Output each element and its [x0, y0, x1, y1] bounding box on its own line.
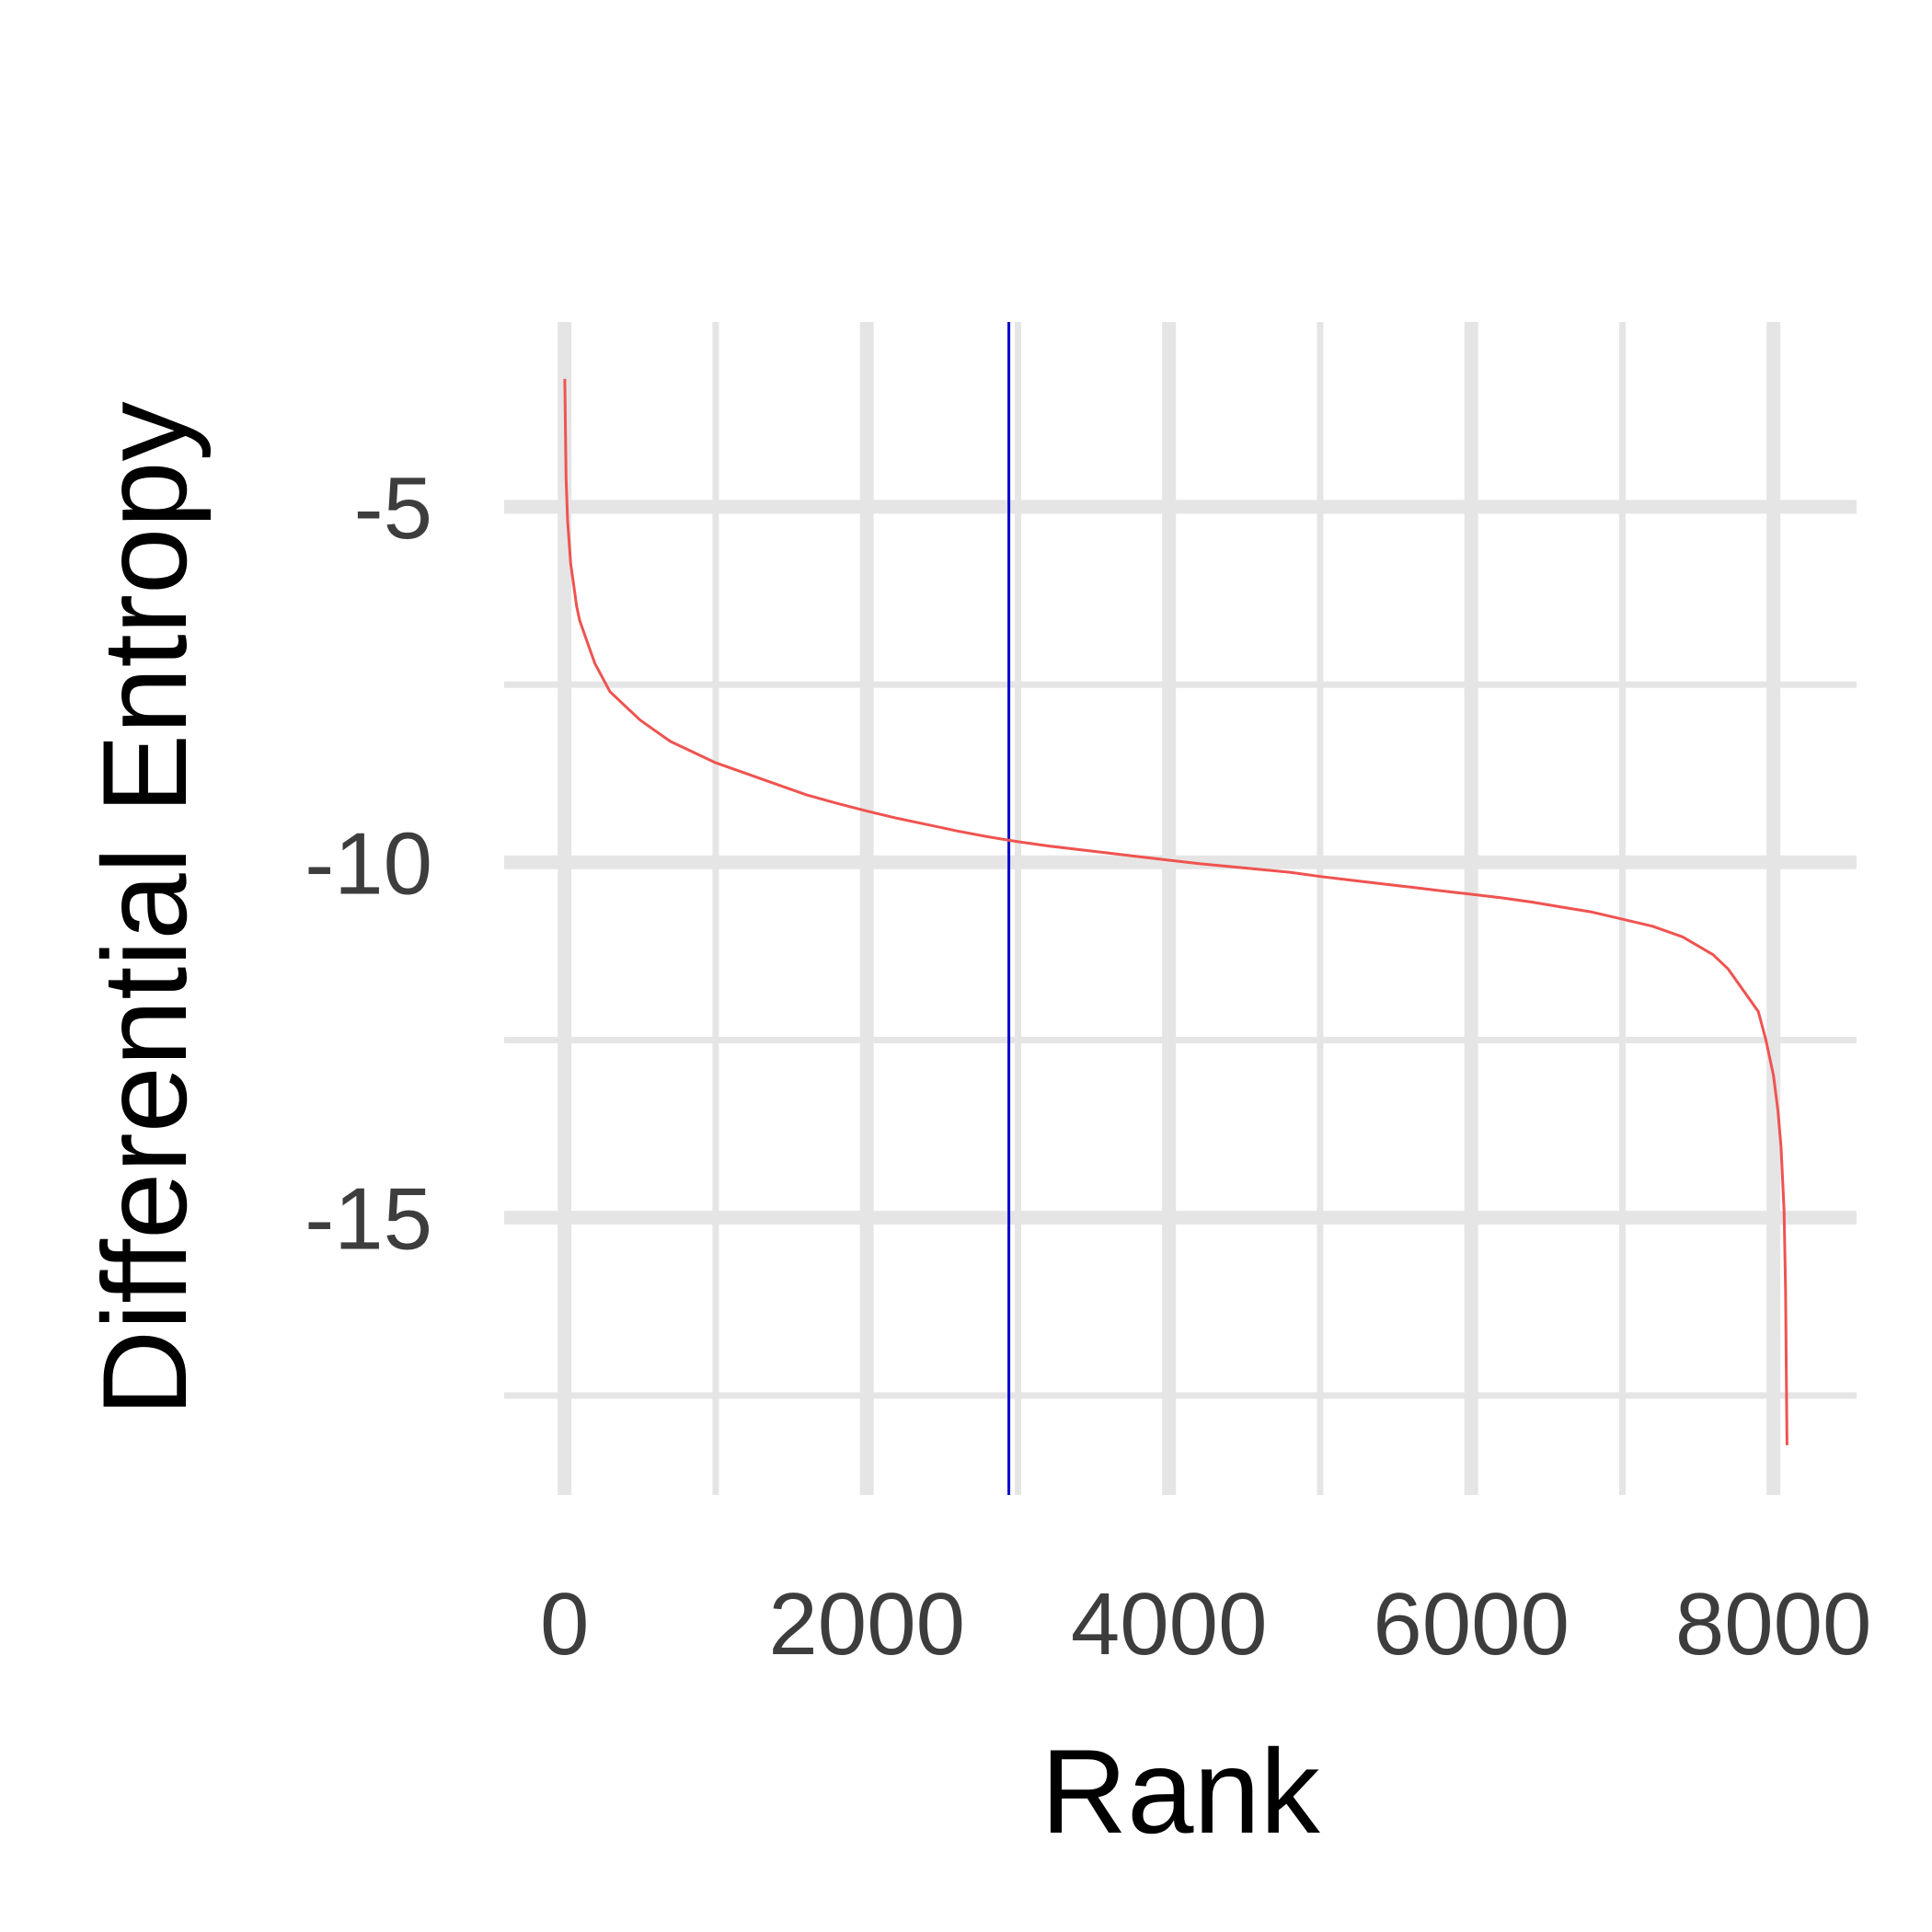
y-tick-label: -15: [305, 1170, 432, 1269]
x-tick-labels: 0 2000 4000 6000 8000: [540, 1575, 1871, 1673]
y-axis-title: Differential Entropy: [77, 401, 212, 1416]
grid-lines: [504, 322, 1857, 1495]
y-tick-labels: -5 -10 -15: [305, 459, 432, 1269]
x-tick-label: 2000: [768, 1575, 965, 1673]
x-tick-label: 6000: [1373, 1575, 1570, 1673]
y-tick-label: -5: [354, 459, 432, 558]
x-tick-label: 8000: [1675, 1575, 1872, 1673]
x-tick-label: 0: [540, 1575, 589, 1673]
series-line: [563, 378, 1788, 1445]
y-tick-label: -10: [305, 814, 432, 913]
x-axis-title: Rank: [1041, 1724, 1320, 1858]
x-tick-label: 4000: [1071, 1575, 1268, 1673]
series-layer: [563, 378, 1788, 1445]
